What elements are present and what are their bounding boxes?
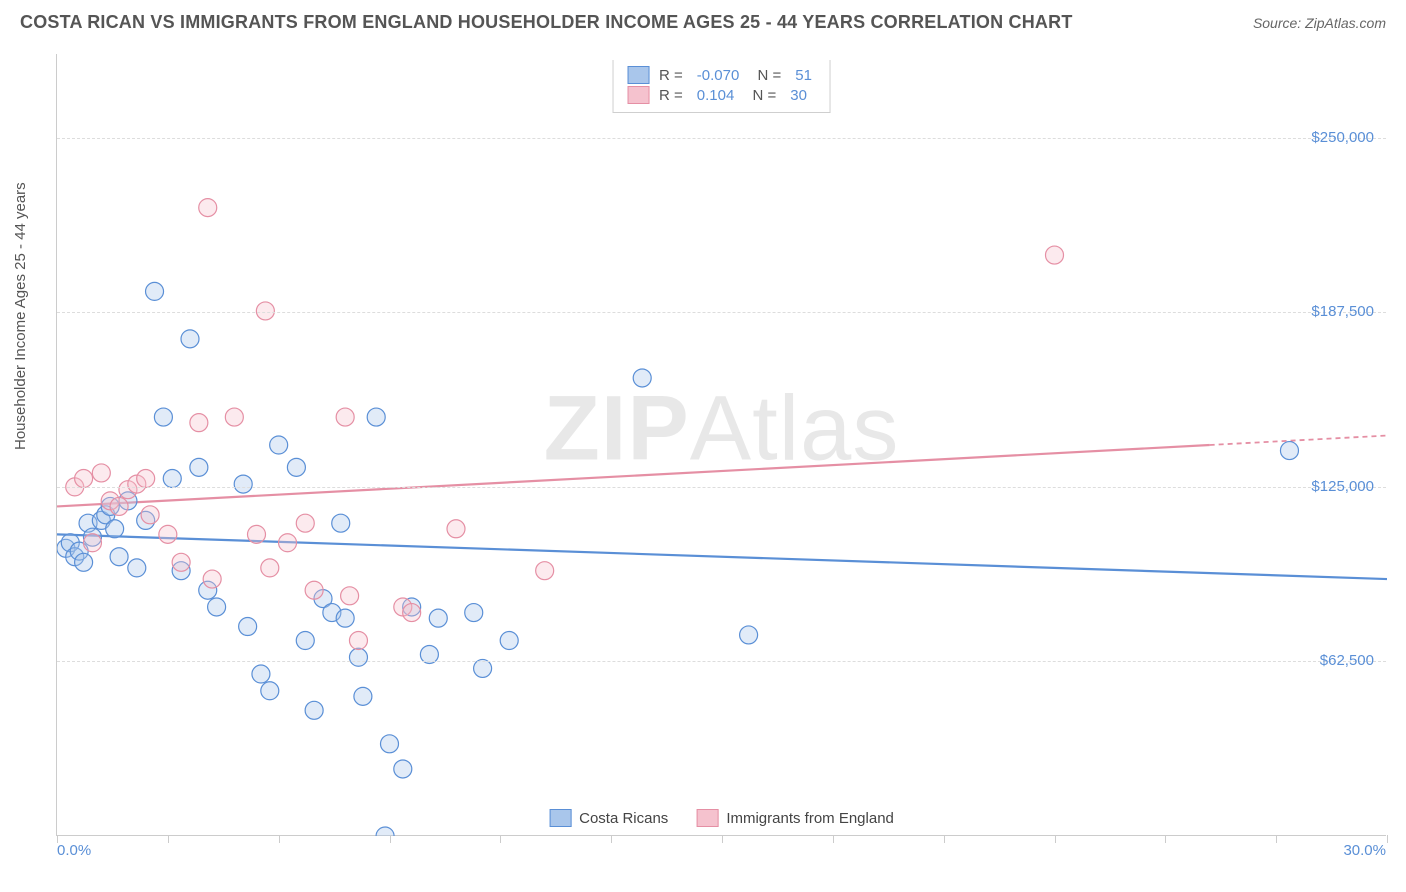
r-label-1: R = <box>659 67 683 84</box>
series-legend: Costa Ricans Immigrants from England <box>549 809 894 827</box>
swatch-series-1 <box>627 66 649 84</box>
x-tick <box>1165 835 1166 843</box>
gridline-h <box>57 487 1386 488</box>
swatch-bottom-2 <box>696 809 718 827</box>
source-attribution: Source: ZipAtlas.com <box>1253 15 1386 31</box>
legend-row-2: R = 0.104 N = 30 <box>627 86 816 104</box>
r-value-1: -0.070 <box>693 67 744 84</box>
swatch-series-2 <box>627 86 649 104</box>
x-tick <box>833 835 834 843</box>
x-tick <box>1055 835 1056 843</box>
scatter-svg <box>57 54 1387 836</box>
y-tick-label: $125,000 <box>1311 478 1374 495</box>
n-value-1: 51 <box>791 67 816 84</box>
x-tick <box>1387 835 1388 843</box>
y-tick-label: $250,000 <box>1311 129 1374 146</box>
y-tick-label: $187,500 <box>1311 303 1374 320</box>
legend-label-1: Costa Ricans <box>579 810 668 827</box>
legend-label-2: Immigrants from England <box>726 810 894 827</box>
chart-title: COSTA RICAN VS IMMIGRANTS FROM ENGLAND H… <box>20 12 1073 33</box>
x-tick <box>279 835 280 843</box>
x-axis-max-label: 30.0% <box>1343 842 1386 859</box>
legend-item-2: Immigrants from England <box>696 809 894 827</box>
x-axis-min-label: 0.0% <box>57 842 91 859</box>
y-tick-label: $62,500 <box>1320 652 1374 669</box>
swatch-bottom-1 <box>549 809 571 827</box>
x-tick <box>390 835 391 843</box>
x-tick <box>500 835 501 843</box>
legend-item-1: Costa Ricans <box>549 809 668 827</box>
plot-box: ZIPAtlas R = -0.070 N = 51 R = 0.104 N = <box>56 54 1386 836</box>
y-axis-label: Householder Income Ages 25 - 44 years <box>12 182 29 450</box>
r-label-2: R = <box>659 87 683 104</box>
gridline-h <box>57 312 1386 313</box>
legend-row-1: R = -0.070 N = 51 <box>627 66 816 84</box>
n-value-2: 30 <box>786 87 811 104</box>
gridline-h <box>57 661 1386 662</box>
n-label-1: N = <box>753 67 781 84</box>
title-row: COSTA RICAN VS IMMIGRANTS FROM ENGLAND H… <box>0 0 1406 41</box>
x-tick <box>722 835 723 843</box>
correlation-legend: R = -0.070 N = 51 R = 0.104 N = 30 <box>612 60 831 113</box>
chart-container: COSTA RICAN VS IMMIGRANTS FROM ENGLAND H… <box>0 0 1406 892</box>
x-tick <box>1276 835 1277 843</box>
n-label-2: N = <box>748 87 776 104</box>
x-tick <box>944 835 945 843</box>
r-value-2: 0.104 <box>693 87 739 104</box>
x-tick <box>611 835 612 843</box>
x-tick <box>168 835 169 843</box>
plot-area: ZIPAtlas R = -0.070 N = 51 R = 0.104 N = <box>56 54 1386 836</box>
gridline-h <box>57 138 1386 139</box>
x-tick <box>57 835 58 843</box>
